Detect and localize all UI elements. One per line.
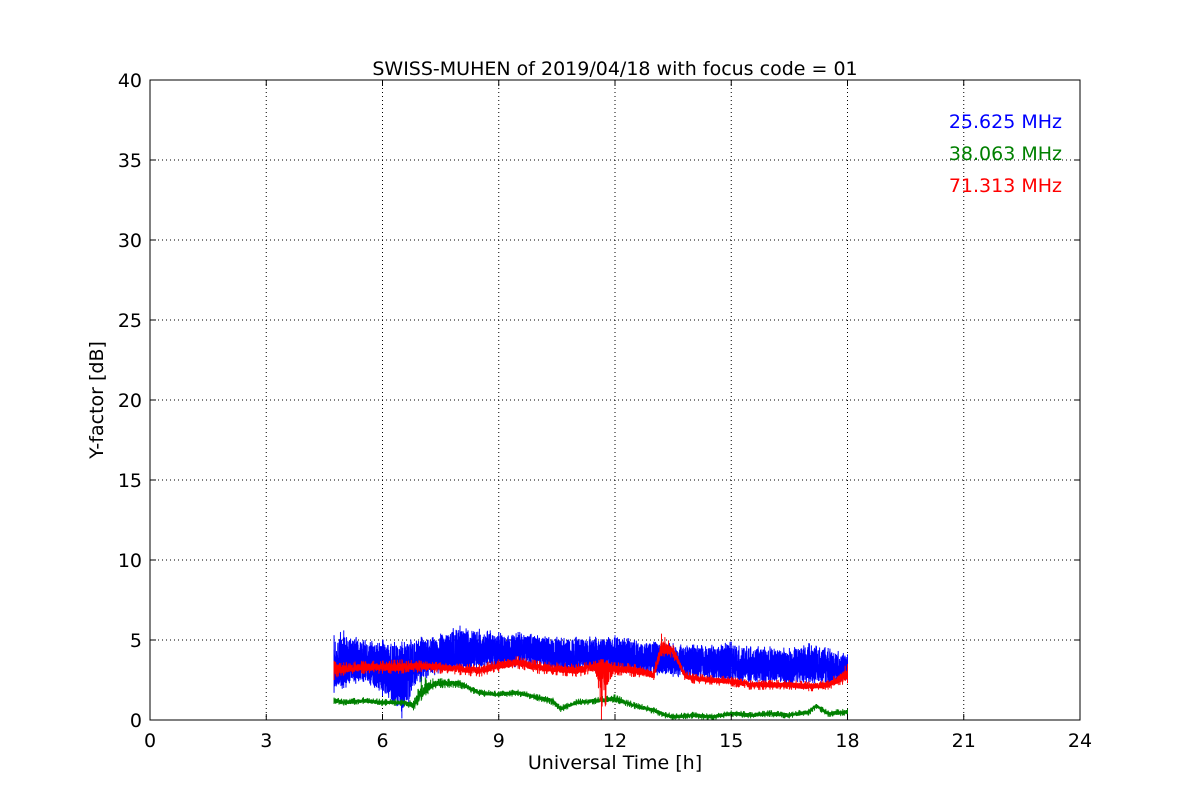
y-tick-label: 15 xyxy=(118,470,142,492)
x-tick-label: 15 xyxy=(719,730,743,752)
x-tick-label: 6 xyxy=(376,730,388,752)
y-tick-label: 0 xyxy=(130,710,142,732)
legend: 25.625 MHz 38.063 MHz 71.313 MHz xyxy=(949,111,1062,197)
y-tick-label: 20 xyxy=(118,390,142,412)
x-tick-label: 21 xyxy=(952,730,976,752)
x-tick-label: 24 xyxy=(1068,730,1092,752)
y-tick-label: 5 xyxy=(130,630,142,652)
legend-label: 25.625 MHz xyxy=(949,111,1062,133)
legend-label: 71.313 MHz xyxy=(949,175,1062,197)
y-tick-label: 35 xyxy=(118,150,142,172)
y-tick-label: 40 xyxy=(118,70,142,92)
y-tick-label: 30 xyxy=(118,230,142,252)
x-tick-label: 9 xyxy=(493,730,505,752)
x-tick-label: 18 xyxy=(835,730,859,752)
x-tick-label: 3 xyxy=(260,730,272,752)
y-axis-label: Y-factor [dB] xyxy=(86,341,108,460)
chart-title: SWISS-MUHEN of 2019/04/18 with focus cod… xyxy=(372,58,857,80)
y-tick-label: 25 xyxy=(118,310,142,332)
legend-label: 38.063 MHz xyxy=(949,143,1062,165)
x-tick-label: 12 xyxy=(603,730,627,752)
x-tick-label: 0 xyxy=(144,730,156,752)
x-axis-label: Universal Time [h] xyxy=(528,752,702,774)
y-tick-label: 10 xyxy=(118,550,142,572)
